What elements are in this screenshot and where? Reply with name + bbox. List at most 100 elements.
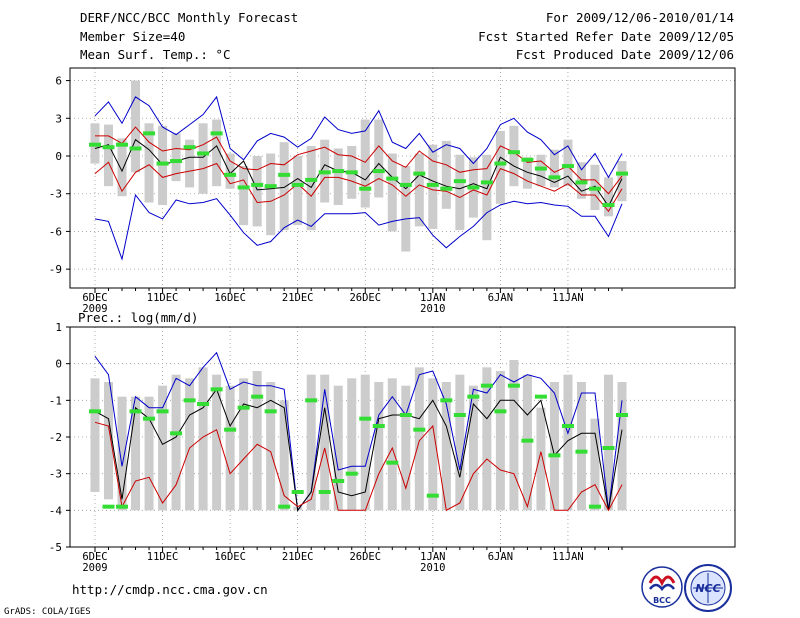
ensemble-box — [495, 371, 505, 511]
bcc-logo-text: BCC — [653, 596, 671, 605]
mean-marker — [440, 398, 453, 403]
ensemble-box — [144, 123, 154, 203]
chart-title: DERF/NCC/BCC Monthly Forecast — [80, 10, 299, 25]
mean-marker — [291, 490, 304, 494]
mean-marker — [156, 161, 169, 166]
ensemble-box — [333, 148, 343, 206]
ensemble-box — [441, 140, 451, 209]
plot-frame — [69, 67, 736, 289]
started-refer-date-label: Fcst Started Refer Date 2009/12/05 — [478, 29, 734, 44]
ensemble-box — [279, 400, 289, 511]
ensemble-box — [482, 367, 492, 511]
ensemble-box — [320, 374, 330, 511]
y-tick-label: 6 — [55, 75, 62, 88]
ensemble-box — [387, 153, 397, 232]
ensemble-box — [603, 374, 613, 511]
y-tick-label: -3 — [49, 468, 62, 481]
series-line-min — [94, 193, 623, 261]
mean-marker — [197, 151, 210, 156]
ensemble-box — [441, 382, 451, 511]
y-tick-label: -9 — [49, 263, 62, 276]
ensemble-box — [185, 378, 195, 511]
mean-marker — [210, 131, 223, 136]
mean-marker — [399, 413, 412, 417]
ensemble-box — [279, 142, 289, 231]
mean-marker — [616, 171, 628, 176]
x-tick-label: 11JAN — [552, 292, 584, 304]
mean-marker — [548, 175, 561, 180]
mean-marker — [453, 413, 466, 417]
y-tick-label: -5 — [49, 541, 62, 554]
ensemble-box — [104, 382, 114, 500]
mean-marker — [264, 184, 277, 189]
x-tick-label: 6JAN — [488, 551, 513, 563]
mean-marker — [210, 387, 223, 392]
grads-credit: GrADS: COLA/IGES — [4, 607, 91, 617]
forecast-period-label: For 2009/12/06-2010/01/14 — [545, 10, 734, 25]
mean-marker — [170, 159, 183, 164]
ensemble-box — [212, 119, 222, 187]
mean-marker — [426, 493, 439, 498]
mean-marker — [548, 453, 561, 458]
mean-marker — [413, 427, 426, 432]
mean-marker — [359, 186, 372, 191]
x-tick-label: 11DEC — [147, 292, 179, 304]
ensemble-box — [144, 396, 154, 511]
mean-marker — [143, 131, 156, 136]
series-line-q25 — [94, 421, 623, 512]
ensemble-box — [252, 156, 262, 227]
mean-marker — [224, 172, 237, 177]
ensemble-box — [563, 374, 573, 511]
x-tick-label: 26DEC — [349, 551, 381, 563]
x-year-label: 2009 — [82, 303, 107, 315]
mean-marker — [602, 446, 615, 450]
mean-marker — [129, 409, 142, 414]
mean-marker — [183, 398, 196, 403]
series-line-q25 — [94, 161, 623, 213]
mean-marker — [116, 142, 129, 147]
mean-marker — [588, 504, 601, 509]
x-tick-label: 1JAN — [420, 551, 445, 563]
member-size-label: Member Size=40 — [80, 29, 186, 44]
ensemble-box — [266, 153, 276, 236]
mean-marker — [318, 170, 331, 175]
mean-marker — [399, 182, 412, 187]
x-tick-label: 11DEC — [147, 551, 179, 563]
mean-marker — [102, 145, 115, 150]
mean-marker — [224, 427, 237, 432]
ensemble-box — [185, 139, 195, 188]
ensemble-box — [104, 124, 114, 187]
ensemble-box — [225, 153, 235, 189]
ensemble-box — [198, 367, 208, 511]
ensemble-box — [131, 396, 141, 511]
mean-marker — [89, 409, 101, 414]
mean-marker — [264, 409, 277, 414]
ensemble-box — [90, 378, 100, 492]
series-line-median — [94, 388, 623, 512]
ensemble-box — [509, 125, 519, 187]
mean-marker — [521, 157, 534, 162]
mean-marker — [183, 145, 196, 150]
ensemble-box — [239, 378, 249, 511]
mean-marker — [575, 180, 588, 185]
y-tick-label: -2 — [49, 431, 62, 444]
temperature-panel: 6 3 0 -3 -6 -9 6DEC 11DEC 16DEC 21DEC 26DEC 1JAN 6JA… — [49, 67, 736, 315]
x-tick-label: 6JAN — [488, 292, 513, 304]
ensemble-box — [617, 161, 627, 202]
mean-marker — [89, 142, 101, 147]
mean-marker — [345, 471, 358, 476]
x-tick-label: 16DEC — [214, 292, 246, 304]
ensemble-box — [401, 166, 411, 252]
y-tick-label: 1 — [55, 321, 62, 334]
ensemble-box — [374, 382, 384, 511]
mean-marker — [197, 402, 210, 406]
ensemble-box — [360, 374, 370, 511]
ensemble-box — [293, 156, 303, 226]
y-tick-label: -3 — [49, 188, 62, 201]
ensemble-box — [522, 157, 532, 189]
x-year-label: 2009 — [82, 562, 107, 574]
y-tick-label: -6 — [49, 225, 62, 238]
mean-marker — [143, 416, 156, 421]
x-tick-label: 26DEC — [349, 292, 381, 304]
